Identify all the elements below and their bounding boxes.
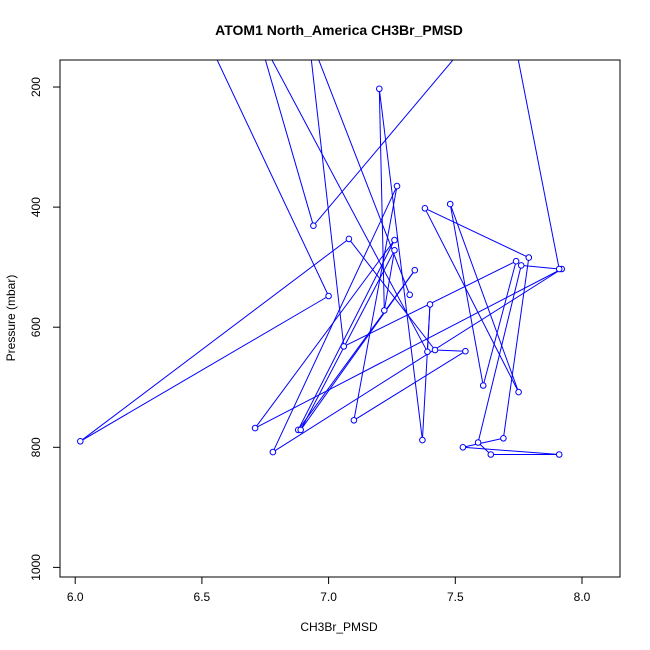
y-axis: 200 400 600 800 1000 [29, 77, 61, 581]
data-point [381, 307, 388, 314]
series-segment [462, 437, 504, 448]
series-segment [462, 446, 560, 455]
data-point [512, 257, 520, 265]
data-point [376, 85, 383, 93]
series-segment [378, 88, 423, 441]
data-point [462, 347, 469, 355]
series-segment [502, 257, 530, 439]
data-point [419, 436, 426, 444]
data-point [406, 291, 414, 299]
data-point [411, 266, 419, 274]
x-tick-label: 7.0 [320, 590, 337, 604]
data-point [426, 301, 434, 308]
data-point [202, 30, 208, 36]
x-tick-label: 7.5 [447, 590, 464, 604]
data-point [421, 205, 429, 212]
series-segment [426, 304, 431, 352]
series-segment [297, 239, 395, 431]
y-tick-label: 400 [29, 197, 43, 217]
series-segment [310, 60, 345, 347]
x-tick-label: 6.0 [67, 590, 84, 604]
series-segment [353, 350, 466, 421]
series-segment [378, 88, 385, 311]
data-point [555, 451, 563, 458]
data-point [269, 448, 277, 456]
series-segment [216, 60, 330, 297]
series-segment [434, 349, 466, 352]
x-tick-label: 6.5 [194, 590, 211, 604]
data-point [555, 265, 563, 273]
series-segment [449, 203, 520, 393]
data-point [393, 182, 401, 190]
series-segment [254, 268, 562, 429]
series-segment [264, 60, 314, 226]
series-segment [80, 295, 329, 442]
data-point [431, 346, 439, 354]
data-point [459, 444, 467, 451]
series-segment [300, 250, 395, 431]
data-point [325, 292, 332, 300]
data-point [350, 417, 358, 424]
series-segment [254, 239, 395, 429]
series-segment [353, 186, 398, 421]
data-point [517, 262, 525, 269]
x-axis: 6.0 6.5 7.0 7.5 8.0 [67, 576, 591, 604]
series-segment [313, 60, 454, 227]
data-point [446, 200, 454, 208]
data-point [251, 424, 259, 432]
x-axis-label: CH3Br_PMSD [300, 620, 378, 634]
y-tick-label: 600 [29, 317, 43, 337]
data-point [479, 382, 487, 389]
series-segment [482, 261, 517, 386]
data-point [424, 348, 431, 356]
data-point [487, 451, 495, 458]
data-point [340, 343, 348, 350]
data-point [391, 236, 398, 244]
y-tick-label: 1000 [29, 554, 43, 581]
series-segment [79, 238, 350, 442]
data-point [500, 435, 507, 442]
y-tick-label: 800 [29, 437, 43, 457]
data-point [525, 254, 533, 261]
plot-frame [59, 59, 621, 578]
chart-title: ATOM1 North_America CH3Br_PMSD [215, 22, 463, 38]
data-point [391, 247, 398, 254]
series-segment [424, 208, 520, 393]
series-segment [424, 207, 530, 259]
series-segment [517, 60, 560, 270]
data-point [77, 438, 84, 445]
series-segment [272, 268, 562, 453]
series-layer [77, 30, 566, 458]
series-segment [271, 60, 428, 353]
y-tick-label: 200 [29, 77, 43, 97]
data-point [345, 235, 353, 243]
data-point [515, 388, 522, 396]
series-segment [300, 269, 416, 431]
data-point [297, 426, 305, 434]
series-segment [449, 204, 484, 386]
data-point [310, 222, 317, 229]
y-axis-label: Pressure (mbar) [4, 275, 18, 362]
data-point [474, 439, 482, 446]
x-tick-label: 8.0 [574, 590, 591, 604]
